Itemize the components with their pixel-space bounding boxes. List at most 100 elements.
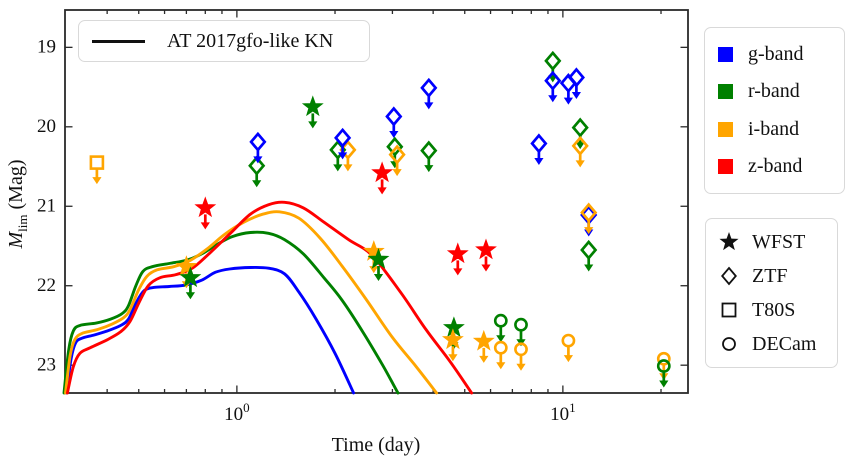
limit-arrow-head-icon — [185, 292, 195, 300]
decam-label: DECam — [752, 332, 817, 355]
limit-arrow-head-icon — [571, 92, 581, 99]
upper-limit-wfst-r-band — [367, 248, 390, 281]
upper-limit-decam-i-band — [493, 340, 508, 370]
limit-arrow-head-icon — [453, 268, 463, 276]
upper-limit-wfst-r-band — [301, 95, 324, 129]
diamond-marker-icon — [249, 131, 267, 152]
diamond-marker-icon — [580, 239, 598, 261]
upper-limit-wfst-r-band — [179, 266, 202, 300]
z-band-label: z-band — [748, 154, 803, 177]
t80s-square-icon — [721, 302, 737, 318]
limit-arrow-head-icon — [659, 380, 669, 388]
g-band-label: g-band — [748, 43, 804, 66]
limit-arrow-head-icon — [496, 335, 506, 343]
x-tick-label: 101 — [550, 400, 576, 425]
limit-arrow-head-icon — [584, 227, 594, 235]
instrument-legend: WFST ZTF T80S DECam — [705, 218, 838, 368]
lightcurve-i-band — [64, 210, 439, 395]
y-axis-label-sub: lim — [15, 214, 30, 232]
star-marker-icon — [367, 248, 390, 269]
circle-marker-icon — [493, 340, 508, 355]
circle-marker-icon — [656, 351, 671, 366]
band-legend: g-band r-band i-band z-band — [704, 27, 845, 194]
upper-limit-ztf-r-band — [420, 140, 438, 173]
legend-item-z-band: z-band — [718, 153, 844, 179]
diamond-marker-icon — [571, 135, 589, 156]
upper-limit-decam-i-band — [561, 333, 576, 363]
limit-arrow-head-icon — [563, 355, 573, 363]
limit-arrow-head-icon — [343, 164, 353, 172]
limit-arrow-head-icon — [424, 165, 434, 173]
limit-arrow-head-icon — [338, 152, 348, 160]
limit-arrow-head-icon — [200, 222, 210, 230]
limit-arrow-head-icon — [252, 180, 262, 188]
limit-arrow-head-icon — [333, 164, 343, 172]
x-axis-label: Time (day) — [331, 434, 421, 456]
upper-limit-wfst-z-band — [446, 242, 469, 276]
diamond-marker-icon — [248, 155, 266, 176]
y-tick-label: 21 — [37, 196, 56, 217]
upper-limit-wfst-i-band — [472, 329, 495, 363]
upper-limit-ztf-g-band — [420, 77, 438, 110]
y-tick-label: 22 — [37, 275, 56, 296]
upper-limit-decam-r-band — [514, 317, 528, 347]
upper-limit-ztf-r-band — [580, 239, 598, 272]
limit-arrow-head-icon — [308, 121, 318, 129]
i-band-swatch-icon — [718, 121, 733, 137]
diamond-marker-icon — [420, 77, 438, 98]
diamond-marker-icon — [544, 70, 562, 91]
limit-arrow-head-icon — [369, 266, 379, 274]
t80s-label: T80S — [752, 298, 796, 321]
wfst-label: WFST — [752, 230, 806, 253]
star-marker-icon — [301, 95, 324, 117]
circle-marker-icon — [514, 317, 528, 332]
upper-limit-ztf-i-band — [580, 202, 598, 235]
model-legend-label: AT 2017gfo-like KN — [167, 29, 334, 52]
lightcurve-z-band — [65, 200, 474, 395]
legend-item-t80s: T80S — [717, 297, 837, 323]
limit-arrow-head-icon — [563, 97, 573, 105]
diamond-marker-icon — [386, 136, 404, 157]
star-marker-icon — [446, 242, 469, 264]
limit-arrow-head-icon — [496, 362, 506, 370]
ztf-diamond-icon — [721, 266, 737, 286]
circle-marker-icon — [514, 342, 528, 357]
upper-limit-wfst-z-band — [371, 161, 394, 195]
limit-arrow-head-icon — [575, 160, 585, 168]
upper-limit-ztf-i-band — [388, 144, 406, 177]
limit-arrow-head-icon — [377, 187, 387, 195]
limit-arrow-head-icon — [448, 354, 458, 362]
plot-frame — [64, 9, 689, 394]
x-tick-label: 100 — [224, 400, 250, 425]
limit-arrow-head-icon — [479, 355, 489, 363]
upper-limit-ztf-g-band — [544, 70, 562, 103]
y-axis-label-unit: (Mag) — [5, 159, 27, 215]
upper-limit-wfst-z-band — [194, 196, 217, 230]
upper-limit-decam-r-band — [493, 313, 508, 343]
star-marker-icon — [472, 329, 495, 351]
z-band-swatch-icon — [718, 158, 733, 174]
upper-limit-ztf-g-band — [249, 131, 267, 164]
diamond-marker-icon — [334, 127, 352, 148]
upper-limit-ztf-i-band — [571, 135, 589, 168]
upper-limit-ztf-g-band — [559, 73, 577, 105]
diamond-marker-icon — [388, 144, 406, 165]
limit-arrow-head-icon — [575, 142, 585, 150]
legend-item-i-band: i-band — [718, 116, 844, 142]
legend-item-decam: DECam — [717, 331, 837, 357]
g-band-swatch-icon — [718, 47, 733, 63]
limit-arrow-head-icon — [389, 131, 399, 138]
y-tick-label: 19 — [37, 37, 56, 58]
star-marker-icon — [362, 240, 385, 261]
star-marker-icon — [175, 255, 198, 276]
limit-arrow-head-icon — [534, 158, 544, 165]
y-axis-label: Mlim (Mag) — [5, 94, 31, 314]
square-marker-icon — [89, 155, 105, 170]
limit-arrow-head-icon — [516, 363, 526, 371]
upper-limit-t80s-i-band — [89, 155, 105, 185]
i-band-label: i-band — [748, 117, 800, 140]
star-marker-icon — [371, 161, 394, 183]
y-axis-label-var: M — [5, 231, 27, 249]
y-tick-label: 23 — [37, 355, 56, 376]
